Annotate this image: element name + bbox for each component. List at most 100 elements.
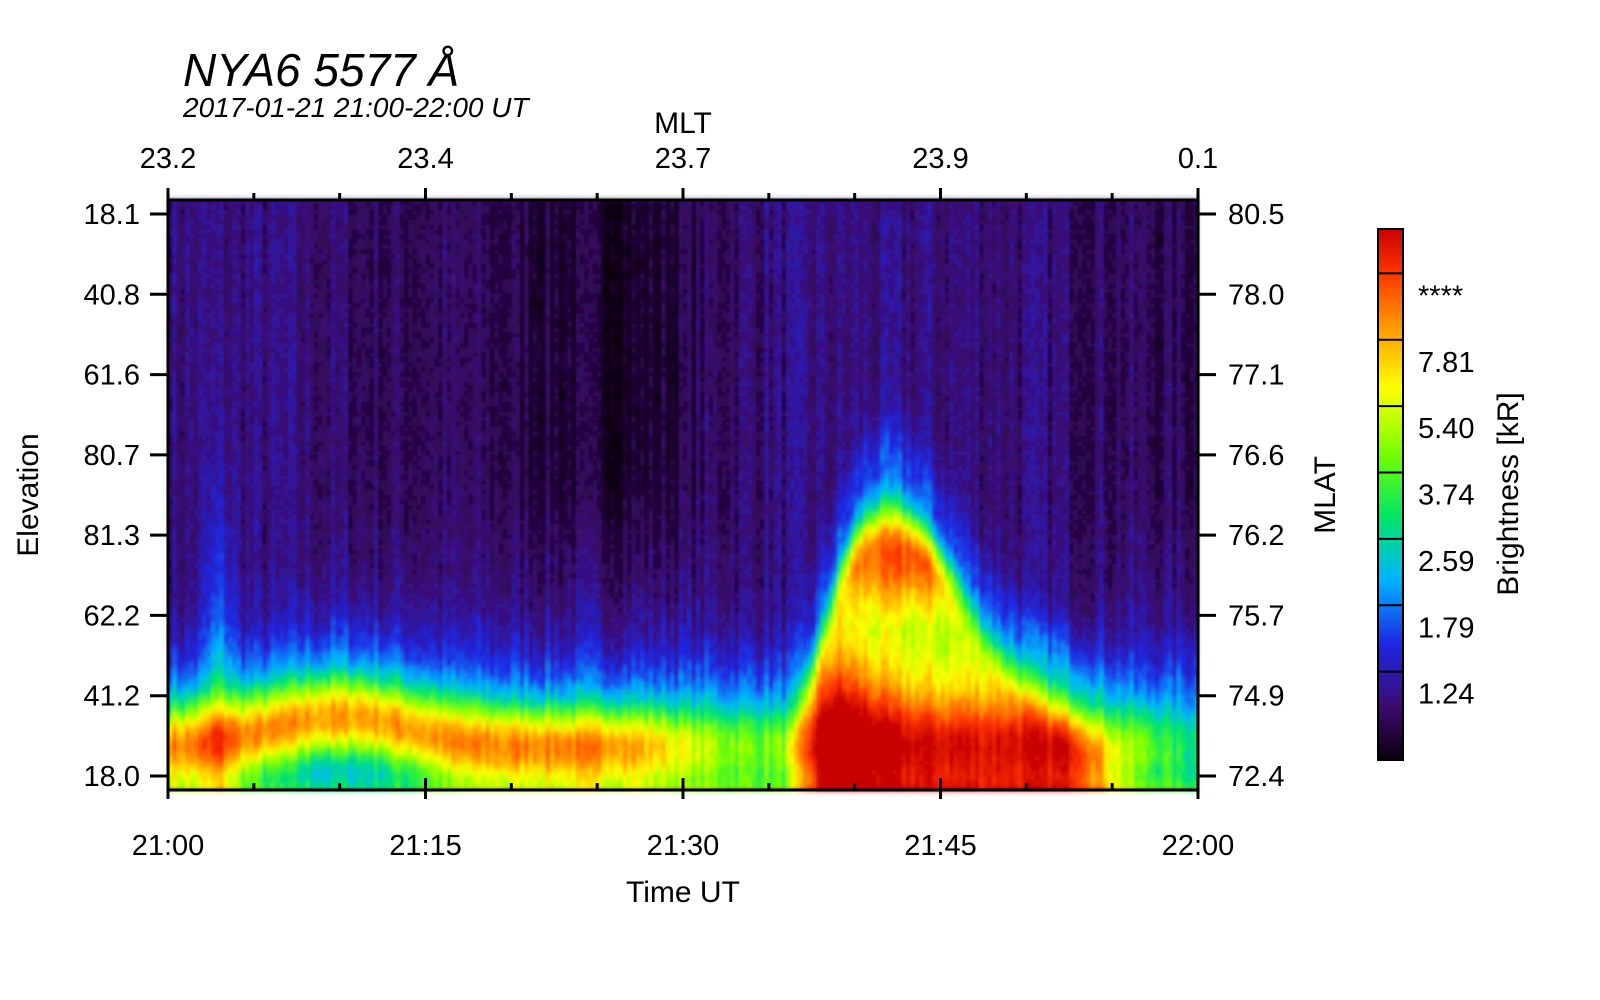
heatmap-cell xyxy=(318,756,323,762)
heatmap-cell xyxy=(314,770,319,776)
heatmap-cell xyxy=(198,515,203,521)
heatmap-cell xyxy=(189,289,194,295)
heatmap-cell xyxy=(314,205,319,211)
heatmap-cell xyxy=(177,382,182,388)
heatmap-cell xyxy=(245,298,250,304)
heatmap-cell xyxy=(189,588,194,594)
heatmap-cell xyxy=(194,289,199,295)
heatmap-cell xyxy=(189,274,194,280)
heatmap-cell xyxy=(224,451,229,457)
heatmap-cell xyxy=(198,451,203,457)
heatmap-cell xyxy=(327,382,332,388)
heatmap-cell xyxy=(301,210,306,216)
heatmap-cell xyxy=(292,264,297,270)
heatmap-cell xyxy=(301,343,306,349)
heatmap-cell xyxy=(327,608,332,614)
heatmap-cell xyxy=(340,387,345,393)
heatmap-cell xyxy=(318,500,323,506)
heatmap-cell xyxy=(241,564,246,570)
heatmap-cell xyxy=(292,643,297,649)
heatmap-cell xyxy=(211,770,216,776)
heatmap-cell xyxy=(314,254,319,260)
heatmap-cell xyxy=(323,279,328,285)
heatmap-cell xyxy=(194,751,199,757)
heatmap-cell xyxy=(262,274,267,280)
heatmap-cell xyxy=(211,416,216,422)
heatmap-cell xyxy=(305,490,310,496)
heatmap-cell xyxy=(224,505,229,511)
heatmap-cell xyxy=(228,446,233,452)
heatmap-cell xyxy=(335,559,340,565)
heatmap-cell xyxy=(215,318,220,324)
heatmap-cell xyxy=(245,623,250,629)
heatmap-cell xyxy=(318,372,323,378)
heatmap-cell xyxy=(262,746,267,752)
heatmap-cell xyxy=(241,230,246,236)
heatmap-cell xyxy=(241,274,246,280)
heatmap-cell xyxy=(292,672,297,678)
heatmap-cell xyxy=(211,721,216,727)
heatmap-cell xyxy=(271,446,276,452)
heatmap-cell xyxy=(327,239,332,245)
heatmap-cell xyxy=(275,264,280,270)
heatmap-cell xyxy=(340,362,345,368)
heatmap-cell xyxy=(271,618,276,624)
heatmap-cell xyxy=(250,534,255,540)
heatmap-cell xyxy=(228,731,233,737)
heatmap-cell xyxy=(267,475,272,481)
heatmap-cell xyxy=(314,525,319,531)
heatmap-cell xyxy=(189,397,194,403)
heatmap-cell xyxy=(310,529,315,535)
heatmap-cell xyxy=(177,736,182,742)
heatmap-cell xyxy=(172,510,177,516)
heatmap-cell xyxy=(241,225,246,231)
heatmap-cell xyxy=(340,441,345,447)
heatmap-cell xyxy=(228,377,233,383)
heatmap-cell xyxy=(327,485,332,491)
heatmap-cell xyxy=(331,426,336,432)
heatmap-cell xyxy=(237,303,242,309)
heatmap-cell xyxy=(331,770,336,776)
heatmap-cell xyxy=(232,367,237,373)
heatmap-cell xyxy=(275,426,280,432)
heatmap-cell xyxy=(254,505,259,511)
heatmap-cell xyxy=(172,377,177,383)
heatmap-cell xyxy=(297,289,302,295)
heatmap-cell xyxy=(215,441,220,447)
heatmap-cell xyxy=(254,770,259,776)
heatmap-cell xyxy=(284,239,289,245)
heatmap-cell xyxy=(211,510,216,516)
heatmap-cell xyxy=(185,697,190,703)
heatmap-cell xyxy=(215,343,220,349)
heatmap-cell xyxy=(194,239,199,245)
heatmap-cell xyxy=(172,441,177,447)
heatmap-cell xyxy=(267,451,272,457)
heatmap-cell xyxy=(207,382,212,388)
heatmap-cell xyxy=(250,431,255,437)
heatmap-cell xyxy=(310,466,315,472)
heatmap-cell xyxy=(211,323,216,329)
heatmap-cell xyxy=(202,647,207,653)
heatmap-cell xyxy=(267,505,272,511)
heatmap-cell xyxy=(185,466,190,472)
heatmap-cell xyxy=(292,711,297,717)
heatmap-cell xyxy=(275,505,280,511)
heatmap-cell xyxy=(211,244,216,250)
heatmap-cell xyxy=(254,210,259,216)
heatmap-cell xyxy=(267,510,272,516)
heatmap-cell xyxy=(254,461,259,467)
heatmap-cell xyxy=(331,254,336,260)
heatmap-cell xyxy=(245,736,250,742)
heatmap-cell xyxy=(245,421,250,427)
heatmap-cell xyxy=(232,289,237,295)
heatmap-cell xyxy=(323,210,328,216)
heatmap-cell xyxy=(288,264,293,270)
heatmap-cell xyxy=(271,411,276,417)
heatmap-cell xyxy=(275,357,280,363)
heatmap-cell xyxy=(254,500,259,506)
heatmap-cell xyxy=(301,328,306,334)
heatmap-cell xyxy=(172,628,177,634)
heatmap-cell xyxy=(189,264,194,270)
heatmap-cell xyxy=(323,402,328,408)
heatmap-cell xyxy=(314,726,319,732)
